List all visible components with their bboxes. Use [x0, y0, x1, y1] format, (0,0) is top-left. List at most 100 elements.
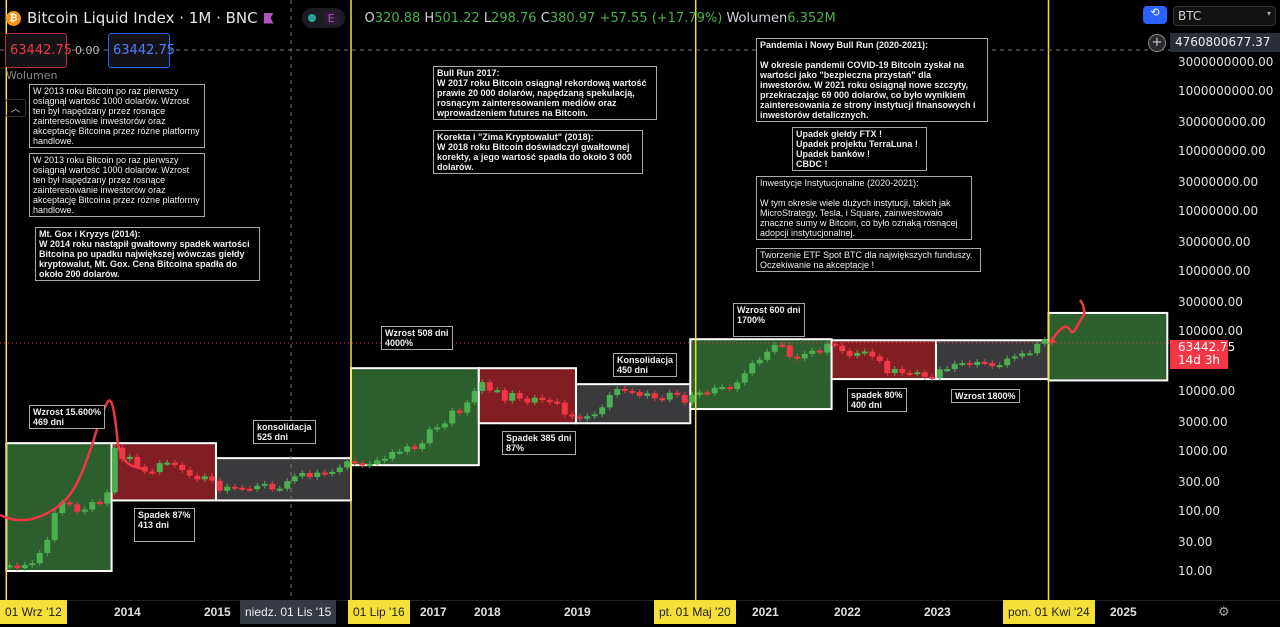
- price-tick: 30.00: [1178, 535, 1213, 550]
- date-marker: pon. 01 Kwi '24: [1003, 600, 1095, 624]
- phase-box-flat: [575, 383, 692, 425]
- candle-body: [134, 456, 141, 467]
- candle-body: [921, 372, 928, 377]
- candle-body: [629, 390, 636, 393]
- candle-body: [734, 382, 741, 390]
- cycle-label[interactable]: Spadek 87% 413 dni: [134, 508, 195, 542]
- annotation-mtgox[interactable]: Mt. Gox i Kryzys (2014): W 2014 roku nas…: [35, 227, 260, 281]
- candle-body: [591, 414, 598, 417]
- candle-body: [531, 397, 538, 403]
- cycle-label[interactable]: Spadek 385 dni 87%: [502, 431, 576, 455]
- symbol-select[interactable]: BTC ▾: [1173, 6, 1276, 26]
- candle-body: [576, 416, 583, 419]
- annotation-institutional[interactable]: Inwestycje Instytucjonalne (2020-2021): …: [756, 176, 972, 240]
- candle-body: [494, 390, 501, 393]
- collapse-chevron-icon[interactable]: ︿: [5, 99, 26, 117]
- candle-body: [179, 464, 186, 471]
- phase-box-up: [1047, 311, 1169, 382]
- candle-body: [569, 414, 576, 417]
- open-label: O: [364, 10, 375, 26]
- cycle-label[interactable]: Wzrost 1800%: [951, 389, 1020, 403]
- candle-body: [374, 460, 381, 464]
- sync-icon[interactable]: ⟲: [1143, 6, 1167, 24]
- flag-icon[interactable]: [263, 12, 274, 24]
- candle-body: [824, 343, 831, 353]
- cycle-label[interactable]: Konsolidacja 450 dni: [613, 353, 678, 377]
- candle-body: [441, 423, 448, 428]
- annotations-left: W 2013 roku Bitcoin po raz pierwszy osią…: [29, 84, 260, 281]
- crosshair-price-label: 4760800677.37: [1170, 33, 1280, 52]
- cycle-label[interactable]: Wzrost 600 dni 1700%: [733, 303, 805, 337]
- symbol-title[interactable]: Bitcoin Liquid Index · 1M · BNC: [27, 9, 258, 27]
- phase-box-down: [830, 339, 937, 381]
- cycle-label[interactable]: konsolidacja 525 dni: [253, 420, 316, 444]
- earnings-badge: E: [323, 11, 339, 25]
- low-label: L: [483, 10, 492, 26]
- candle-body: [636, 392, 643, 396]
- candle-body: [959, 363, 966, 366]
- candle-body: [104, 492, 111, 504]
- candle-body: [786, 345, 793, 357]
- candle-body: [186, 470, 193, 476]
- annotation-2013-a[interactable]: W 2013 roku Bitcoin po raz pierwszy osią…: [29, 84, 205, 148]
- bitcoin-icon: ₿: [6, 10, 21, 26]
- crosshair-date-label: niedz. 01 Lis '15: [240, 600, 337, 624]
- cycle-label[interactable]: Wzrost 15.600% 469 dni: [29, 405, 106, 429]
- candle-body: [524, 398, 531, 403]
- candle-body: [756, 359, 763, 364]
- ohlc-readout: O320.88 H501.22 L298.76 C380.97 +57.55 (…: [365, 11, 836, 26]
- candle-body: [59, 502, 66, 513]
- phase-box-up: [689, 338, 833, 411]
- candle-body: [411, 446, 418, 449]
- candle-body: [89, 502, 96, 510]
- candle-body: [29, 563, 36, 566]
- candle-body: [111, 447, 118, 493]
- annotation-2013-b[interactable]: W 2013 roku Bitcoin po raz pierwszy osią…: [29, 153, 205, 217]
- price-tick: 300.00: [1178, 475, 1220, 490]
- candle-body: [314, 472, 321, 477]
- candle-body: [554, 401, 561, 404]
- annotation-pandemic[interactable]: Pandemia i Nowy Bull Run (2020-2021): W …: [756, 38, 988, 122]
- annotation-correction-2018[interactable]: Korekta i "Zima Kryptowalut" (2018): W 2…: [433, 130, 643, 174]
- candle-body: [351, 461, 358, 464]
- candle-body: [194, 475, 201, 480]
- candle-body: [659, 398, 666, 401]
- settings-gear-icon[interactable]: ⚙: [1218, 605, 1230, 620]
- price-tick: 1000.00: [1178, 444, 1228, 458]
- annotation-ftx[interactable]: Upadek giełdy FTX ! Upadek projektu Terr…: [792, 127, 927, 171]
- candle-body: [1019, 353, 1026, 357]
- candle-body: [606, 395, 613, 408]
- low-value: 298.76: [491, 10, 537, 26]
- buy-price-button[interactable]: 63442.75: [108, 33, 175, 68]
- open-value: 320.88: [374, 10, 421, 26]
- candle-body: [726, 387, 733, 390]
- cycle-label[interactable]: spadek 80% 400 dni: [847, 388, 907, 412]
- annotation-bullrun-2017[interactable]: Bull Run 2017: W 2017 roku Bitcoin osiąg…: [433, 66, 657, 120]
- price-tick: 10.00: [1178, 564, 1213, 578]
- cycle-label[interactable]: Wzrost 508 dni 4000%: [381, 326, 453, 350]
- candle-body: [509, 393, 516, 401]
- candle-body: [846, 351, 853, 356]
- candle-body: [276, 488, 283, 491]
- candle-body: [471, 391, 478, 403]
- candle-body: [381, 458, 388, 461]
- candle-body: [44, 539, 51, 553]
- candle-body: [291, 476, 298, 482]
- candle-body: [989, 363, 996, 367]
- candle-body: [299, 472, 306, 477]
- candle-body: [36, 552, 43, 564]
- candle-body: [201, 476, 208, 480]
- candle-body: [51, 512, 58, 540]
- candle-body: [704, 392, 711, 395]
- market-status[interactable]: E: [301, 8, 345, 28]
- add-alert-plus-icon[interactable]: +: [1148, 34, 1166, 52]
- candle-body: [809, 350, 816, 354]
- spread-value: 0.00: [75, 44, 100, 57]
- candle-body: [936, 369, 943, 378]
- annotation-etf[interactable]: Tworzenie ETF Spot BTC dla największych …: [756, 248, 981, 272]
- year-tick: 2022: [834, 605, 861, 619]
- projection-brush-line: [1048, 299, 1086, 344]
- candle-body: [696, 392, 703, 395]
- sell-price-button[interactable]: 63442.75: [5, 33, 72, 68]
